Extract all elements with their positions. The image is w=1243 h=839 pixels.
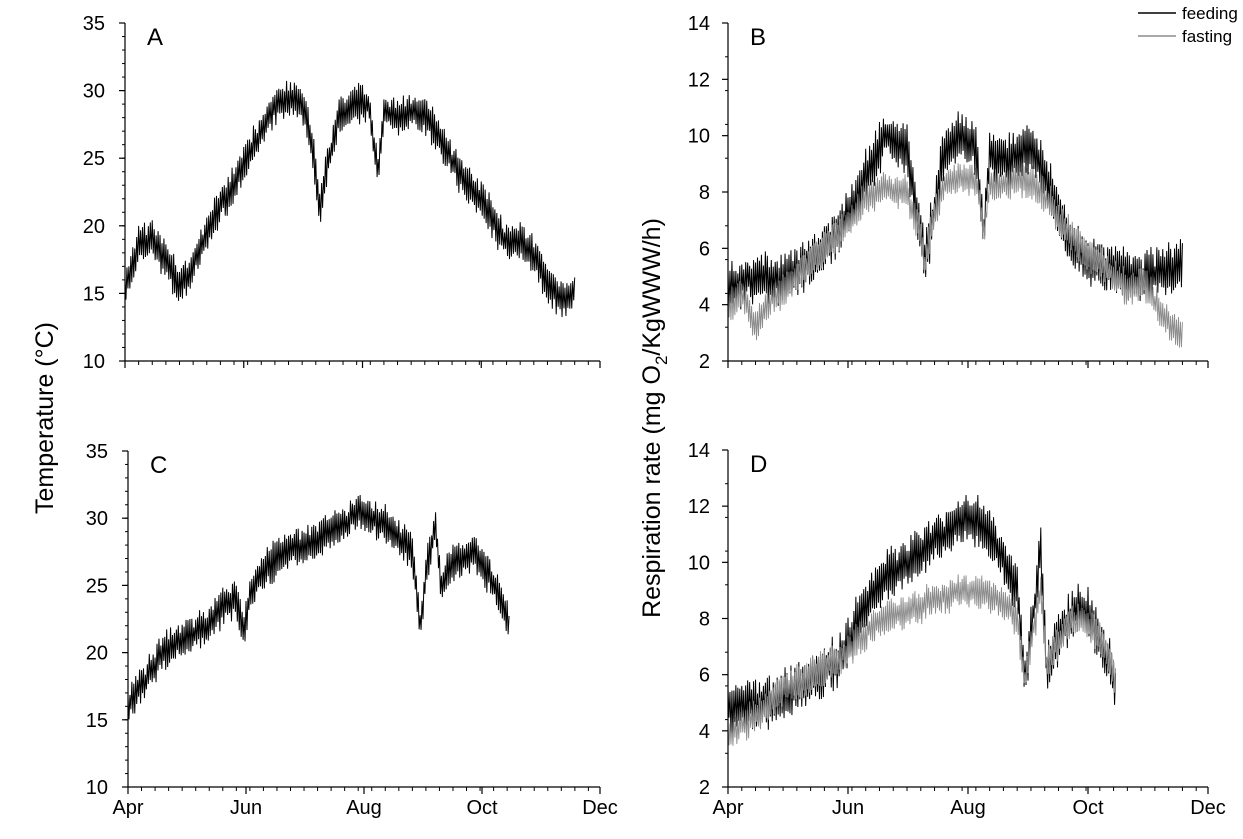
panel-d-x-tick-label: Apr [712, 797, 743, 819]
panel-b-feeding-series [727, 111, 1183, 310]
panel-d-x-tick-label: Oct [1072, 797, 1104, 819]
panel-c-x-tick-label: Jun [230, 797, 262, 819]
panel-a-y-tick-label: 10 [83, 351, 105, 373]
panel-c-y-tick-label: 25 [86, 575, 108, 597]
panel-d-label: D [750, 451, 767, 478]
panel-c-y-tick-label: 20 [86, 643, 108, 665]
panel-c-y-tick-label: 15 [86, 710, 108, 732]
panel-d: 2 4 6 8 10 12 14 Apr Jun Aug Oct Dec D [688, 440, 1226, 819]
panel-d-y-tick-label: 2 [699, 777, 710, 799]
panel-b: 2 4 6 8 10 12 14 B [688, 13, 1209, 373]
panel-a-y-tick-label: 15 [83, 283, 105, 305]
panel-a: 10 15 20 25 30 35 A [83, 13, 601, 373]
panel-d-y-tick-label: 8 [699, 609, 710, 631]
panel-d-y-tick-label: 6 [699, 665, 710, 687]
panel-c-x-tick-label: Oct [466, 797, 498, 819]
panel-c-label: C [150, 452, 167, 479]
y-axis-label-respiration-part3: /KgWWW/h) [638, 218, 666, 356]
panel-b-y-tick-label: 6 [699, 238, 710, 260]
panel-c-y-tick-label: 10 [86, 777, 108, 799]
panel-d-x-tick-label: Jun [832, 797, 864, 819]
panel-b-y-tick-label: 12 [688, 69, 710, 91]
panel-d-y-tick-label: 10 [688, 552, 710, 574]
panel-b-y-tick-label: 2 [699, 351, 710, 373]
panel-c-x-tick-label: Dec [582, 797, 618, 819]
panel-b-y-tick-label: 14 [688, 13, 710, 35]
panel-a-temperature-series [124, 80, 576, 318]
panel-b-fasting-series [727, 163, 1183, 348]
panel-a-y-tick-label: 25 [83, 148, 105, 170]
panel-d-y-tick-label: 4 [699, 721, 710, 743]
panel-a-y-tick-label: 30 [83, 81, 105, 103]
panel-b-y-tick-label: 8 [699, 182, 710, 204]
legend-label-feeding: feeding [1182, 4, 1238, 23]
panel-d-y-tick-label: 14 [688, 440, 710, 462]
y-axis-label-respiration-part1: Respiration rate (mg O [638, 365, 666, 618]
panel-b-y-tick-label: 4 [699, 295, 710, 317]
panel-b-y-tick-label: 10 [688, 126, 710, 148]
panel-c-y-tick-label: 30 [86, 508, 108, 530]
panel-c-y-tick-label: 35 [86, 441, 108, 463]
y-axis-label-respiration: Respiration rate (mg O2/KgWWW/h) [638, 218, 671, 618]
panel-b-label: B [750, 24, 766, 51]
panel-c-x-tick-label: Aug [346, 797, 382, 819]
y-axis-label-respiration-subscript: 2 [652, 356, 671, 365]
legend-label-fasting: fasting [1182, 27, 1232, 46]
panel-a-label: A [147, 24, 163, 51]
panel-c-x-tick-label: Apr [112, 797, 143, 819]
panel-c-temperature-series [127, 495, 510, 720]
panel-d-fasting-series [727, 574, 1116, 746]
panel-d-x-tick-label: Aug [950, 797, 986, 819]
panel-d-x-tick-label: Dec [1190, 797, 1226, 819]
y-axis-label-temperature: Temperature (°C) [31, 322, 59, 514]
legend: feeding fasting [1138, 4, 1238, 46]
panel-c: 10 15 20 25 30 35 Apr Jun Aug Oct Dec C [86, 441, 618, 819]
panel-a-y-tick-label: 35 [83, 13, 105, 35]
panel-d-y-tick-label: 12 [688, 496, 710, 518]
panel-a-y-tick-label: 20 [83, 216, 105, 238]
